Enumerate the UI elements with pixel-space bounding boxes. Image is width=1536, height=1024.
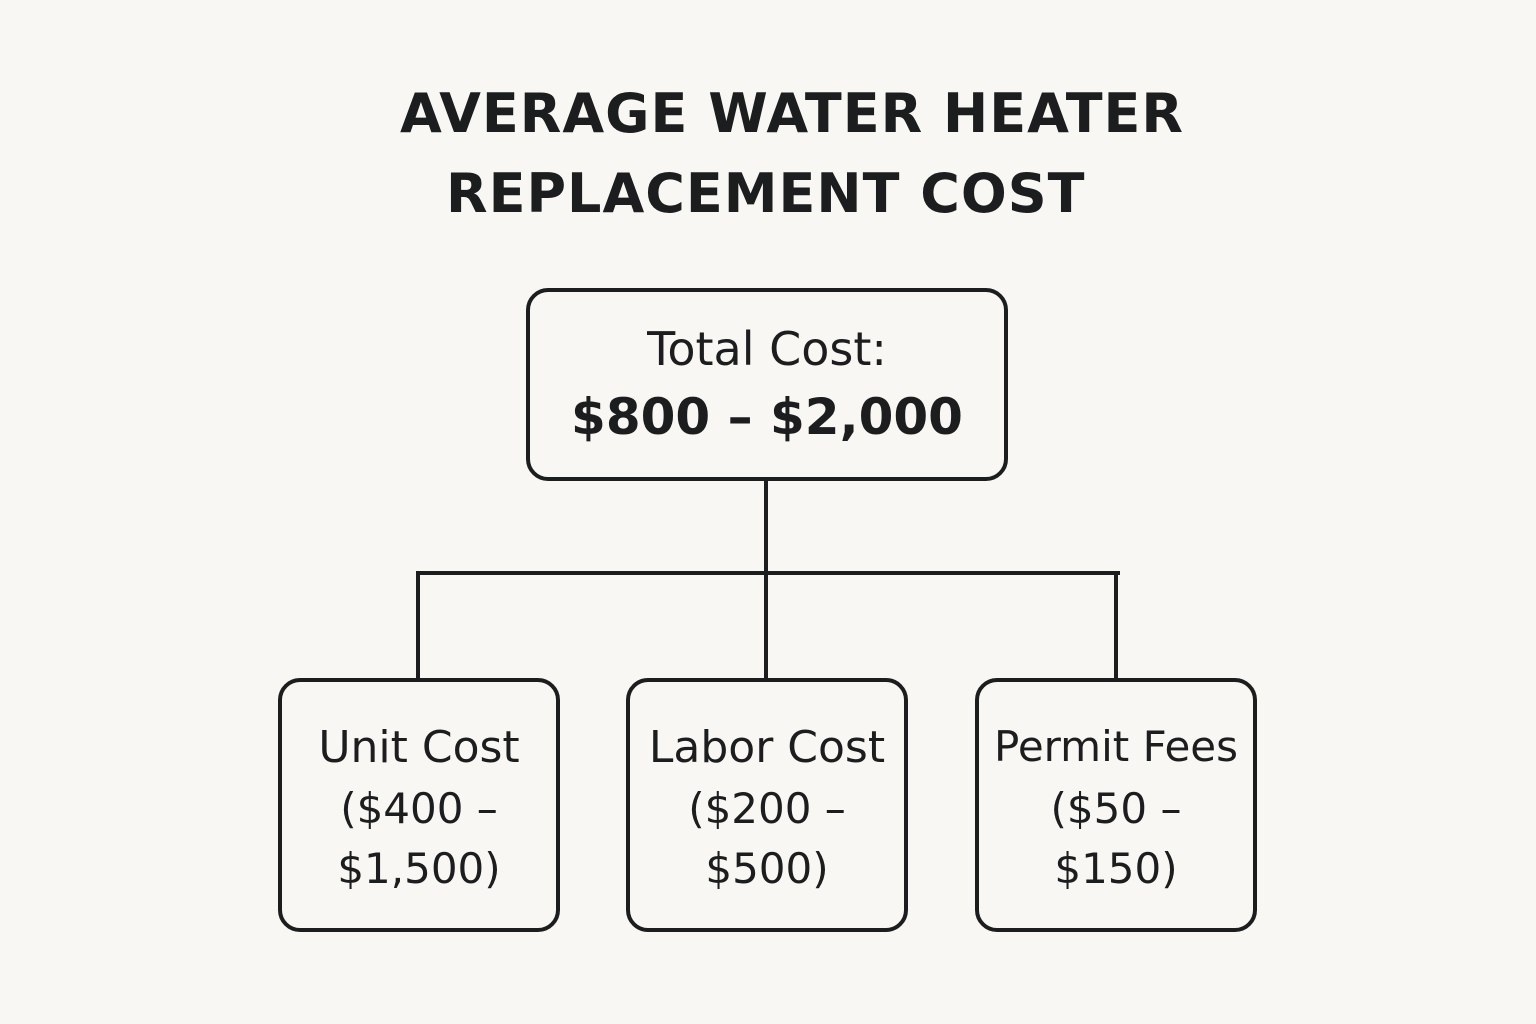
- node-range-end: $500): [705, 844, 829, 893]
- total-cost-node: Total Cost: $800 – $2,000: [526, 288, 1008, 481]
- labor-cost-node: Labor Cost ($200 – $500): [626, 678, 908, 932]
- connector-trunk: [764, 481, 768, 681]
- node-range-start: ($400 –: [340, 784, 498, 833]
- node-range-start: ($50 –: [1050, 784, 1182, 833]
- connector-left: [416, 571, 420, 681]
- connector-right: [1114, 571, 1118, 681]
- connector-horizontal: [416, 571, 1120, 575]
- title-line-2: REPLACEMENT COST: [446, 162, 1086, 225]
- unit-cost-node: Unit Cost ($400 – $1,500): [278, 678, 560, 932]
- total-cost-label: Total Cost:: [647, 322, 887, 376]
- node-range-end: $1,500): [337, 844, 501, 893]
- title-line-1: AVERAGE WATER HEATER: [400, 82, 1185, 145]
- node-range-start: ($200 –: [688, 784, 846, 833]
- permit-fees-node: Permit Fees ($50 – $150): [975, 678, 1257, 932]
- node-label: Unit Cost: [318, 722, 520, 773]
- total-cost-value: $800 – $2,000: [571, 388, 963, 446]
- node-label: Labor Cost: [648, 722, 886, 773]
- node-range-end: $150): [1054, 844, 1178, 893]
- node-label: Permit Fees: [993, 722, 1239, 771]
